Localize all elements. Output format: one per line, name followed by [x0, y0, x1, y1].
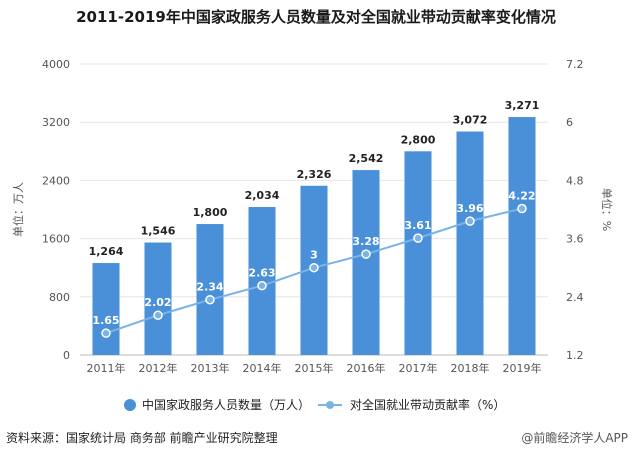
- bar: [196, 224, 224, 355]
- chart-title: 2011-2019年中国家政服务人员数量及对全国就业带动贡献率变化情况: [76, 8, 556, 26]
- x-tick-label: 2019年: [503, 361, 542, 375]
- y-right-tick-label: 6: [566, 116, 573, 129]
- y-left-tick-label: 800: [49, 291, 70, 304]
- bar-value-label: 2,034: [245, 189, 280, 202]
- x-tick-label: 2014年: [243, 361, 282, 375]
- source-note: 资料来源：国家统计局 商务部 前瞻产业研究院整理: [6, 431, 278, 445]
- legend-bar-swatch: [124, 399, 136, 411]
- line-point: [361, 249, 371, 259]
- legend-line-marker: [326, 401, 334, 409]
- bar: [352, 170, 380, 355]
- line-point: [309, 262, 319, 273]
- line-value-label: 2.02: [144, 296, 171, 309]
- bar-value-label: 2,542: [349, 152, 384, 165]
- line-point: [517, 203, 527, 214]
- line-value-label: 4.22: [508, 190, 535, 203]
- x-tick-label: 2018年: [451, 361, 490, 375]
- y-right-tick-label: 2.4: [566, 291, 584, 304]
- line-value-label: 3: [310, 249, 318, 262]
- line-value-label: 3.28: [352, 235, 379, 248]
- x-tick-label: 2017年: [399, 361, 438, 375]
- bar-value-label: 1,264: [89, 245, 124, 258]
- x-tick-label: 2013年: [191, 361, 230, 375]
- bar-value-label: 2,326: [297, 168, 332, 181]
- bar-value-label: 3,072: [453, 114, 488, 127]
- legend-line-label: 对全国就业带动贡献率（%）: [350, 397, 505, 412]
- line-value-label: 2.63: [248, 267, 275, 280]
- line-value-label: 1.65: [92, 314, 119, 327]
- y-left-tick-label: 1600: [42, 233, 70, 246]
- bar: [144, 242, 172, 355]
- bar: [508, 117, 536, 355]
- line-point: [257, 280, 267, 291]
- bar: [456, 131, 484, 355]
- y-right-tick-label: 1.2: [566, 349, 584, 362]
- line-point: [205, 294, 215, 305]
- x-tick-label: 2016年: [347, 361, 386, 375]
- line-point: [153, 310, 163, 320]
- line-value-label: 3.61: [404, 219, 431, 232]
- y-left-tick-label: 0: [63, 349, 70, 362]
- bar-value-label: 2,800: [401, 133, 436, 146]
- y-left-tick-label: 2400: [42, 174, 70, 187]
- x-tick-label: 2012年: [139, 361, 178, 375]
- bar-value-label: 3,271: [505, 99, 540, 112]
- chart-svg: 0 800 1600 2400 3200 4000 1.2 2.4 3.6 4.8 6 7.2 单位：万…: [11, 58, 614, 412]
- y-left-axis-label: 单位：万人: [11, 182, 25, 237]
- y-right-tick-label: 4.8: [566, 174, 584, 187]
- line-point: [465, 216, 475, 226]
- bar-value-label: 1,546: [141, 225, 176, 238]
- line-point: [101, 328, 111, 338]
- x-tick-label: 2011年: [87, 361, 126, 375]
- y-right-tick-label: 7.2: [566, 58, 584, 71]
- y-left-tick-label: 4000: [42, 58, 70, 71]
- line-value-label: 3.96: [456, 202, 483, 215]
- bar: [404, 151, 432, 355]
- bar: [92, 263, 120, 355]
- bar-value-label: 1,800: [193, 206, 228, 219]
- y-left-tick-label: 3200: [42, 116, 70, 129]
- legend-bar-label: 中国家政服务人员数量（万人）: [142, 397, 310, 412]
- brand-watermark: @前瞻经济学人APP: [521, 431, 628, 445]
- x-tick-label: 2015年: [295, 361, 334, 375]
- line-value-label: 2.34: [196, 281, 223, 294]
- y-right-axis-label: 单位：%: [600, 188, 614, 231]
- line-point: [413, 233, 423, 243]
- y-right-tick-label: 3.6: [566, 233, 584, 246]
